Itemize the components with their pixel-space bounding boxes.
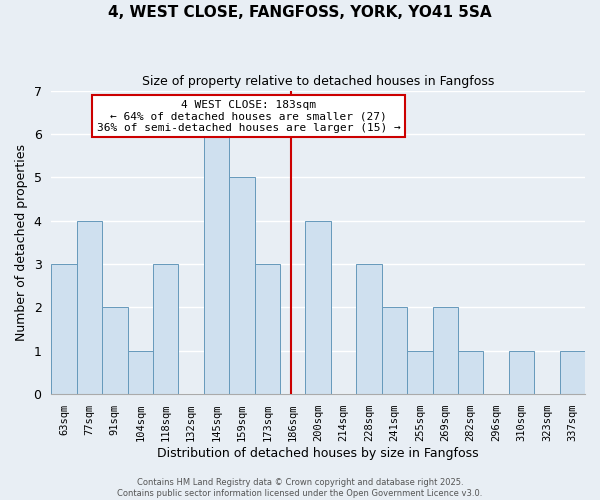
- Text: 4 WEST CLOSE: 183sqm
← 64% of detached houses are smaller (27)
36% of semi-detac: 4 WEST CLOSE: 183sqm ← 64% of detached h…: [97, 100, 401, 133]
- Text: 4, WEST CLOSE, FANGFOSS, YORK, YO41 5SA: 4, WEST CLOSE, FANGFOSS, YORK, YO41 5SA: [108, 5, 492, 20]
- Bar: [407, 351, 433, 394]
- Title: Size of property relative to detached houses in Fangfoss: Size of property relative to detached ho…: [142, 75, 494, 88]
- Text: Contains HM Land Registry data © Crown copyright and database right 2025.
Contai: Contains HM Land Registry data © Crown c…: [118, 478, 482, 498]
- Bar: [128, 351, 153, 394]
- Bar: [254, 264, 280, 394]
- Bar: [509, 351, 534, 394]
- Y-axis label: Number of detached properties: Number of detached properties: [15, 144, 28, 341]
- Bar: [51, 264, 77, 394]
- Bar: [433, 308, 458, 394]
- Bar: [204, 134, 229, 394]
- Bar: [382, 308, 407, 394]
- Bar: [77, 220, 102, 394]
- Bar: [153, 264, 178, 394]
- Bar: [560, 351, 585, 394]
- Bar: [229, 178, 254, 394]
- Bar: [102, 308, 128, 394]
- X-axis label: Distribution of detached houses by size in Fangfoss: Distribution of detached houses by size …: [157, 447, 479, 460]
- Bar: [356, 264, 382, 394]
- Bar: [458, 351, 484, 394]
- Bar: [305, 220, 331, 394]
